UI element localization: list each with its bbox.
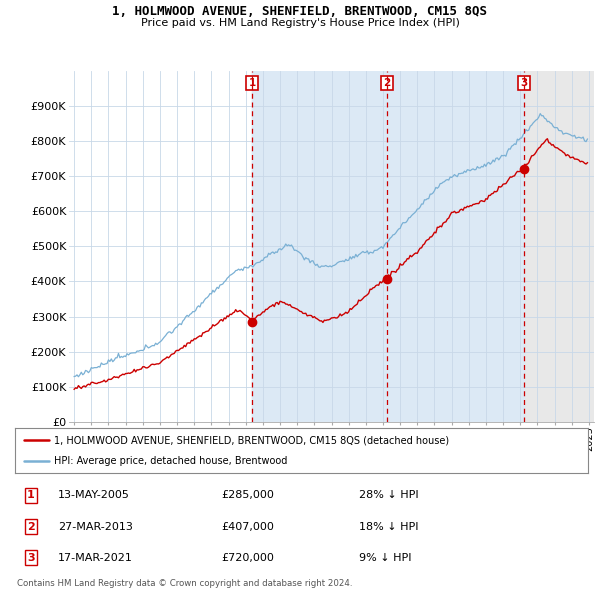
Text: 2: 2 bbox=[383, 78, 391, 88]
Text: 3: 3 bbox=[520, 78, 527, 88]
Text: Price paid vs. HM Land Registry's House Price Index (HPI): Price paid vs. HM Land Registry's House … bbox=[140, 18, 460, 28]
Text: 3: 3 bbox=[27, 553, 35, 563]
Text: £285,000: £285,000 bbox=[221, 490, 274, 500]
Text: HPI: Average price, detached house, Brentwood: HPI: Average price, detached house, Bren… bbox=[54, 456, 287, 466]
Text: 17-MAR-2021: 17-MAR-2021 bbox=[58, 553, 133, 563]
Text: 1, HOLMWOOD AVENUE, SHENFIELD, BRENTWOOD, CM15 8QS (detached house): 1, HOLMWOOD AVENUE, SHENFIELD, BRENTWOOD… bbox=[54, 435, 449, 445]
Bar bbox=[252, 71, 524, 422]
Bar bbox=[252, 71, 594, 422]
Text: 1: 1 bbox=[27, 490, 35, 500]
Text: 1: 1 bbox=[248, 78, 256, 88]
Text: 2: 2 bbox=[27, 522, 35, 532]
Text: 28% ↓ HPI: 28% ↓ HPI bbox=[359, 490, 418, 500]
Text: 27-MAR-2013: 27-MAR-2013 bbox=[58, 522, 133, 532]
Text: Contains HM Land Registry data © Crown copyright and database right 2024.
This d: Contains HM Land Registry data © Crown c… bbox=[17, 579, 352, 590]
Text: 9% ↓ HPI: 9% ↓ HPI bbox=[359, 553, 412, 563]
Text: £407,000: £407,000 bbox=[221, 522, 274, 532]
Text: 13-MAY-2005: 13-MAY-2005 bbox=[58, 490, 130, 500]
Text: 1, HOLMWOOD AVENUE, SHENFIELD, BRENTWOOD, CM15 8QS: 1, HOLMWOOD AVENUE, SHENFIELD, BRENTWOOD… bbox=[113, 5, 487, 18]
Text: £720,000: £720,000 bbox=[221, 553, 274, 563]
Text: 18% ↓ HPI: 18% ↓ HPI bbox=[359, 522, 418, 532]
Bar bbox=[524, 71, 594, 422]
